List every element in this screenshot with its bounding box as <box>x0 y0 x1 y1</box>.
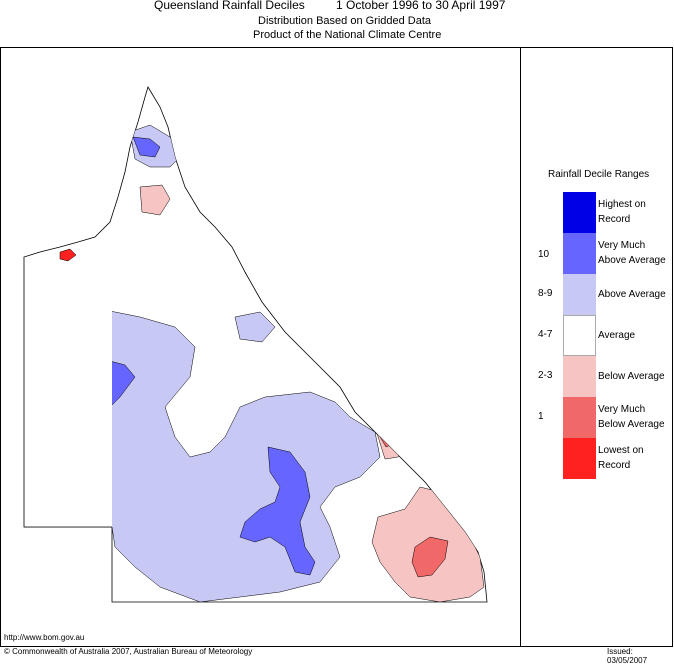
footer-url-link[interactable]: http://www.bom.gov.au <box>4 633 85 642</box>
map-period: 1 October 1996 to 30 April 1997 <box>336 0 506 12</box>
footer-issued-date: Issued: 03/05/2007 <box>607 647 648 665</box>
legend-swatch-average <box>563 315 596 356</box>
legend-swatch-below <box>563 356 596 397</box>
legend-label-lowest: Lowest on Record <box>598 445 644 471</box>
decile-range-4-7: 4-7 <box>538 329 553 340</box>
legend-swatch-above <box>563 274 596 315</box>
region-vma-central <box>239 446 316 576</box>
legend-swatch-lowest <box>563 438 596 479</box>
legend-divider <box>520 47 521 647</box>
legend-label-below: Below Average <box>598 371 665 382</box>
queensland-rainfall-map <box>23 86 488 603</box>
map-subtitle-product: Product of the National Climate Centre <box>253 29 442 41</box>
decile-range-10: 10 <box>538 249 550 260</box>
region-vma-north <box>132 136 161 158</box>
legend-swatch-highest <box>563 192 596 233</box>
legend-label-highest: Highest on Record <box>598 199 646 225</box>
legend-swatch-very-much-above <box>563 233 596 274</box>
footer-copyright: © Commonwealth of Australia 2007, Austra… <box>4 647 253 656</box>
island-lowest <box>59 248 77 262</box>
decile-range-1: 1 <box>538 411 544 422</box>
legend-swatch-very-much-below <box>563 397 596 438</box>
legend-title: Rainfall Decile Ranges <box>548 169 650 180</box>
region-above-east <box>234 311 276 343</box>
map-subtitle-distribution: Distribution Based on Gridded Data <box>258 15 432 27</box>
map-title: Queensland Rainfall Deciles <box>154 0 305 12</box>
decile-range-8-9: 8-9 <box>538 288 553 299</box>
decile-range-2-3: 2-3 <box>538 370 553 381</box>
legend-label-very-much-below: Very Much Below Average <box>598 404 665 430</box>
map-frame <box>0 47 673 647</box>
legend-label-very-much-above: Very Much Above Average <box>598 240 666 266</box>
legend-label-average: Average <box>598 330 636 341</box>
legend-label-above: Above Average <box>598 289 666 300</box>
region-vmb-se <box>411 536 449 578</box>
region-below-north <box>139 184 171 216</box>
